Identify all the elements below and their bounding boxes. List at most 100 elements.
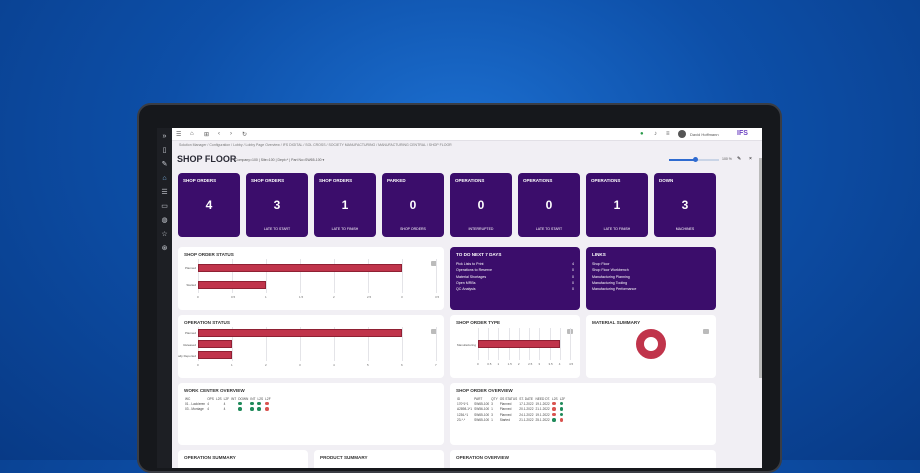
kpi-tile[interactable]: OPERATIONS 0 INTERRUPTED: [450, 173, 512, 237]
sidebar: » ▯ ✎ ⌂ ☰ ▭ ◍ ☆ ⊛: [157, 128, 172, 468]
table-row[interactable]: 23-*-* SW65-100 1 Started 21.1.2022 25.1.2022: [456, 418, 566, 424]
gridline: [334, 327, 335, 361]
avatar[interactable]: [678, 130, 686, 138]
kpi-tile[interactable]: OPERATIONS 0 LATE TO START: [518, 173, 580, 237]
column-header[interactable]: NEED DT.: [535, 396, 551, 401]
table-cell: Started: [499, 418, 510, 423]
table-cell: [551, 412, 559, 418]
todo-item[interactable]: Open MRBs 0: [456, 280, 574, 286]
bar-partially-reported[interactable]: [198, 351, 232, 360]
column-header[interactable]: PART: [474, 396, 483, 401]
column-header[interactable]: L2F: [559, 396, 566, 401]
card-menu-icon[interactable]: [431, 329, 437, 334]
column-header[interactable]: WC: [185, 396, 191, 401]
column-header[interactable]: L2S: [257, 396, 264, 401]
bookmark-icon[interactable]: ▯: [162, 147, 167, 154]
menu-icon[interactable]: ☰: [176, 132, 182, 138]
back-icon[interactable]: ‹: [218, 131, 220, 137]
grid-icon[interactable]: ⊞: [204, 132, 210, 138]
table-row[interactable]: 1236-*1 SW65-100 3 Planned 24.1.2022 19.1.202…: [456, 412, 566, 418]
axis-tick-label: 1: [231, 363, 233, 367]
edit-page-icon[interactable]: ✎: [737, 156, 742, 162]
gridline: [436, 259, 437, 293]
context-selector[interactable]: Company=100 | Site=100 | Dept=* | Part N…: [235, 158, 325, 162]
todo-count: 0: [572, 280, 574, 285]
refresh-icon[interactable]: ↻: [242, 132, 248, 138]
scrollbar[interactable]: [759, 158, 762, 378]
bell-icon[interactable]: ♪: [654, 131, 657, 137]
bar-planned[interactable]: [198, 263, 402, 272]
kpi-title: SHOP ORDERS: [183, 178, 217, 183]
column-header[interactable]: L2F: [265, 396, 271, 401]
card-title: OPERATION OVERVIEW: [456, 455, 509, 460]
link-item[interactable]: Manufacturing Performance: [592, 287, 637, 292]
apps-icon[interactable]: ⊛: [161, 245, 168, 252]
todo-item[interactable]: QC Analysis 0: [456, 286, 574, 292]
kpi-tile[interactable]: SHOP ORDERS 4: [178, 173, 240, 237]
expand-icon[interactable]: »: [162, 133, 167, 140]
breadcrumb[interactable]: Solution Manager / Configuration / Lobby…: [179, 143, 452, 147]
column-header[interactable]: ID: [457, 396, 461, 401]
table-row[interactable]: 01 - Lackieren 4 4: [184, 401, 272, 407]
bar-released[interactable]: [198, 340, 232, 348]
table-cell: 4: [223, 401, 226, 406]
table-row[interactable]: 170*1*1 SW65-100 3 Planned 17.1.2022 19.1.202…: [456, 401, 566, 407]
table-cell: [559, 407, 567, 413]
column-header[interactable]: OS STATUS: [499, 396, 518, 401]
table-cell: 03 - Montage: [185, 407, 204, 412]
monitor-icon[interactable]: ▭: [161, 203, 168, 210]
kpi-value: 3: [273, 198, 281, 212]
kpi-tile[interactable]: OPERATIONS 1 LATE TO FINISH: [586, 173, 648, 237]
material-donut-chart[interactable]: [636, 329, 666, 359]
todo-item[interactable]: Operations to Reserve 0: [456, 267, 574, 273]
table-cell: 4: [207, 401, 209, 406]
tasks-icon[interactable]: ☰: [161, 189, 168, 196]
list-icon[interactable]: ≡: [666, 131, 670, 137]
axis-tick-label: 2: [333, 295, 335, 299]
forward-icon[interactable]: ›: [230, 131, 232, 137]
table-row[interactable]: 03 - Montage 4 4: [184, 407, 272, 413]
bar-started[interactable]: [198, 280, 266, 289]
column-header[interactable]: INT: [250, 396, 256, 401]
table-row[interactable]: A2898-1*1 SW56-100 1 Planned 20.1.2022 21.1.2…: [456, 407, 566, 413]
notification-icon[interactable]: ●: [640, 131, 644, 137]
link-item[interactable]: Shop Floor: [592, 262, 610, 266]
column-header[interactable]: ST. DATE: [519, 396, 534, 401]
category-label: Partially Reported: [178, 353, 196, 358]
zoom-slider[interactable]: [669, 157, 719, 162]
column-header[interactable]: OPS: [207, 396, 214, 401]
bar-manufacturing[interactable]: [478, 340, 560, 348]
gridline: [368, 327, 369, 361]
column-header[interactable]: L2F: [223, 396, 230, 401]
star-icon[interactable]: ☆: [161, 231, 168, 238]
user-name[interactable]: David Hoffmann: [690, 132, 719, 137]
column-header[interactable]: INT: [231, 396, 237, 401]
link-item[interactable]: Manufacturing Planning: [592, 274, 630, 279]
link-item[interactable]: Manufacturing Tooling: [592, 280, 628, 285]
globe-icon[interactable]: ◍: [161, 217, 168, 224]
todo-item[interactable]: Material Shortages 0: [456, 274, 574, 280]
kpi-tile[interactable]: PARKED 0 SHOP ORDERS: [382, 173, 444, 237]
todo-item[interactable]: Pick Lists to Print 4: [456, 261, 574, 267]
link-item[interactable]: Shop Floor Workbench: [592, 268, 629, 273]
category-label: Planned: [184, 331, 196, 336]
close-icon[interactable]: ×: [749, 156, 752, 162]
card-menu-icon[interactable]: [703, 329, 709, 334]
column-header[interactable]: L2S: [215, 396, 222, 401]
gridline: [198, 259, 199, 293]
column-header[interactable]: DOWN: [238, 396, 249, 401]
card-menu-icon[interactable]: [431, 261, 437, 266]
column-header[interactable]: QTY: [491, 396, 498, 401]
status-dot-green: [257, 401, 261, 405]
column-header[interactable]: L2S: [552, 396, 558, 401]
kpi-tile[interactable]: SHOP ORDERS 3 LATE TO START: [246, 173, 308, 237]
todo-count: 4: [572, 262, 574, 266]
kpi-tile[interactable]: SHOP ORDERS 1 LATE TO FINISH: [314, 173, 376, 237]
home-icon[interactable]: ⌂: [190, 131, 194, 137]
kpi-tile[interactable]: DOWN 3 MACHINES: [654, 173, 716, 237]
kpi-title: DOWN: [659, 178, 674, 183]
home-icon[interactable]: ⌂: [162, 175, 167, 182]
bar-planned[interactable]: [198, 328, 402, 337]
status-dot-green: [238, 401, 242, 405]
edit-icon[interactable]: ✎: [161, 161, 168, 168]
